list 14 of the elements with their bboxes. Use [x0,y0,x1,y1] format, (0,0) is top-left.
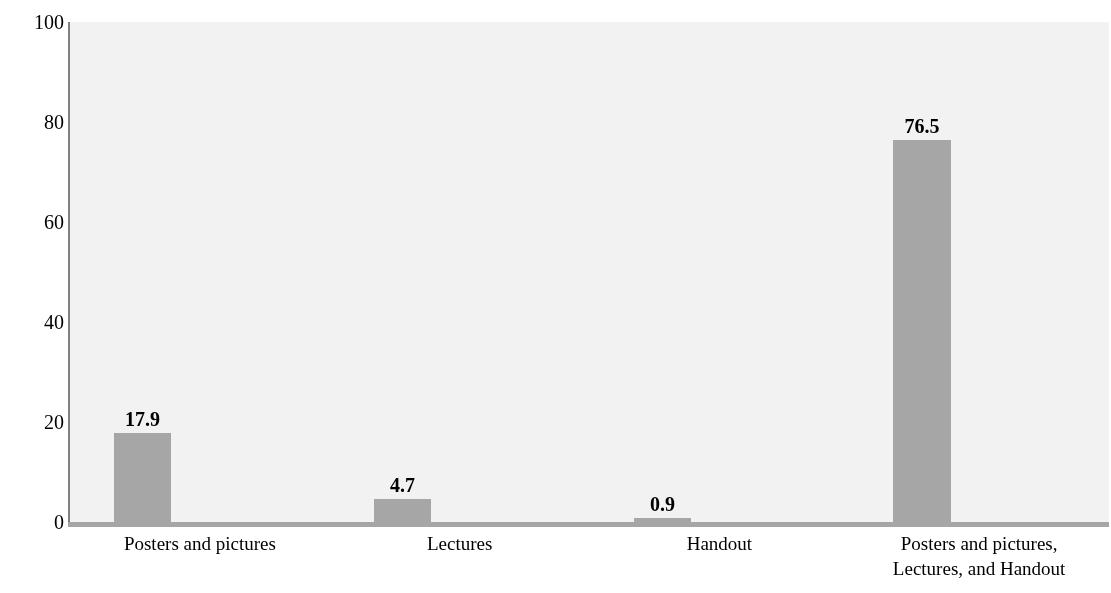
data-label: 0.9 [650,493,675,515]
x-tick-label: Posters and pictures, Lectures, and Handout [892,532,1067,579]
x-tick-label: Posters and pictures [123,532,276,554]
y-tick-label: 0 [54,511,64,533]
x-tick-label: Lectures [426,532,493,554]
data-label: 17.9 [125,408,160,430]
y-tick-label: 80 [44,111,64,133]
y-tick-label: 40 [44,311,64,333]
x-tick-label: Handout [686,532,753,554]
y-tick-label: 60 [44,211,64,233]
data-label: 76.5 [904,115,940,137]
data-label: 4.7 [390,474,415,496]
y-tick-label: 100 [34,11,64,33]
y-tick-label: 20 [44,411,64,433]
